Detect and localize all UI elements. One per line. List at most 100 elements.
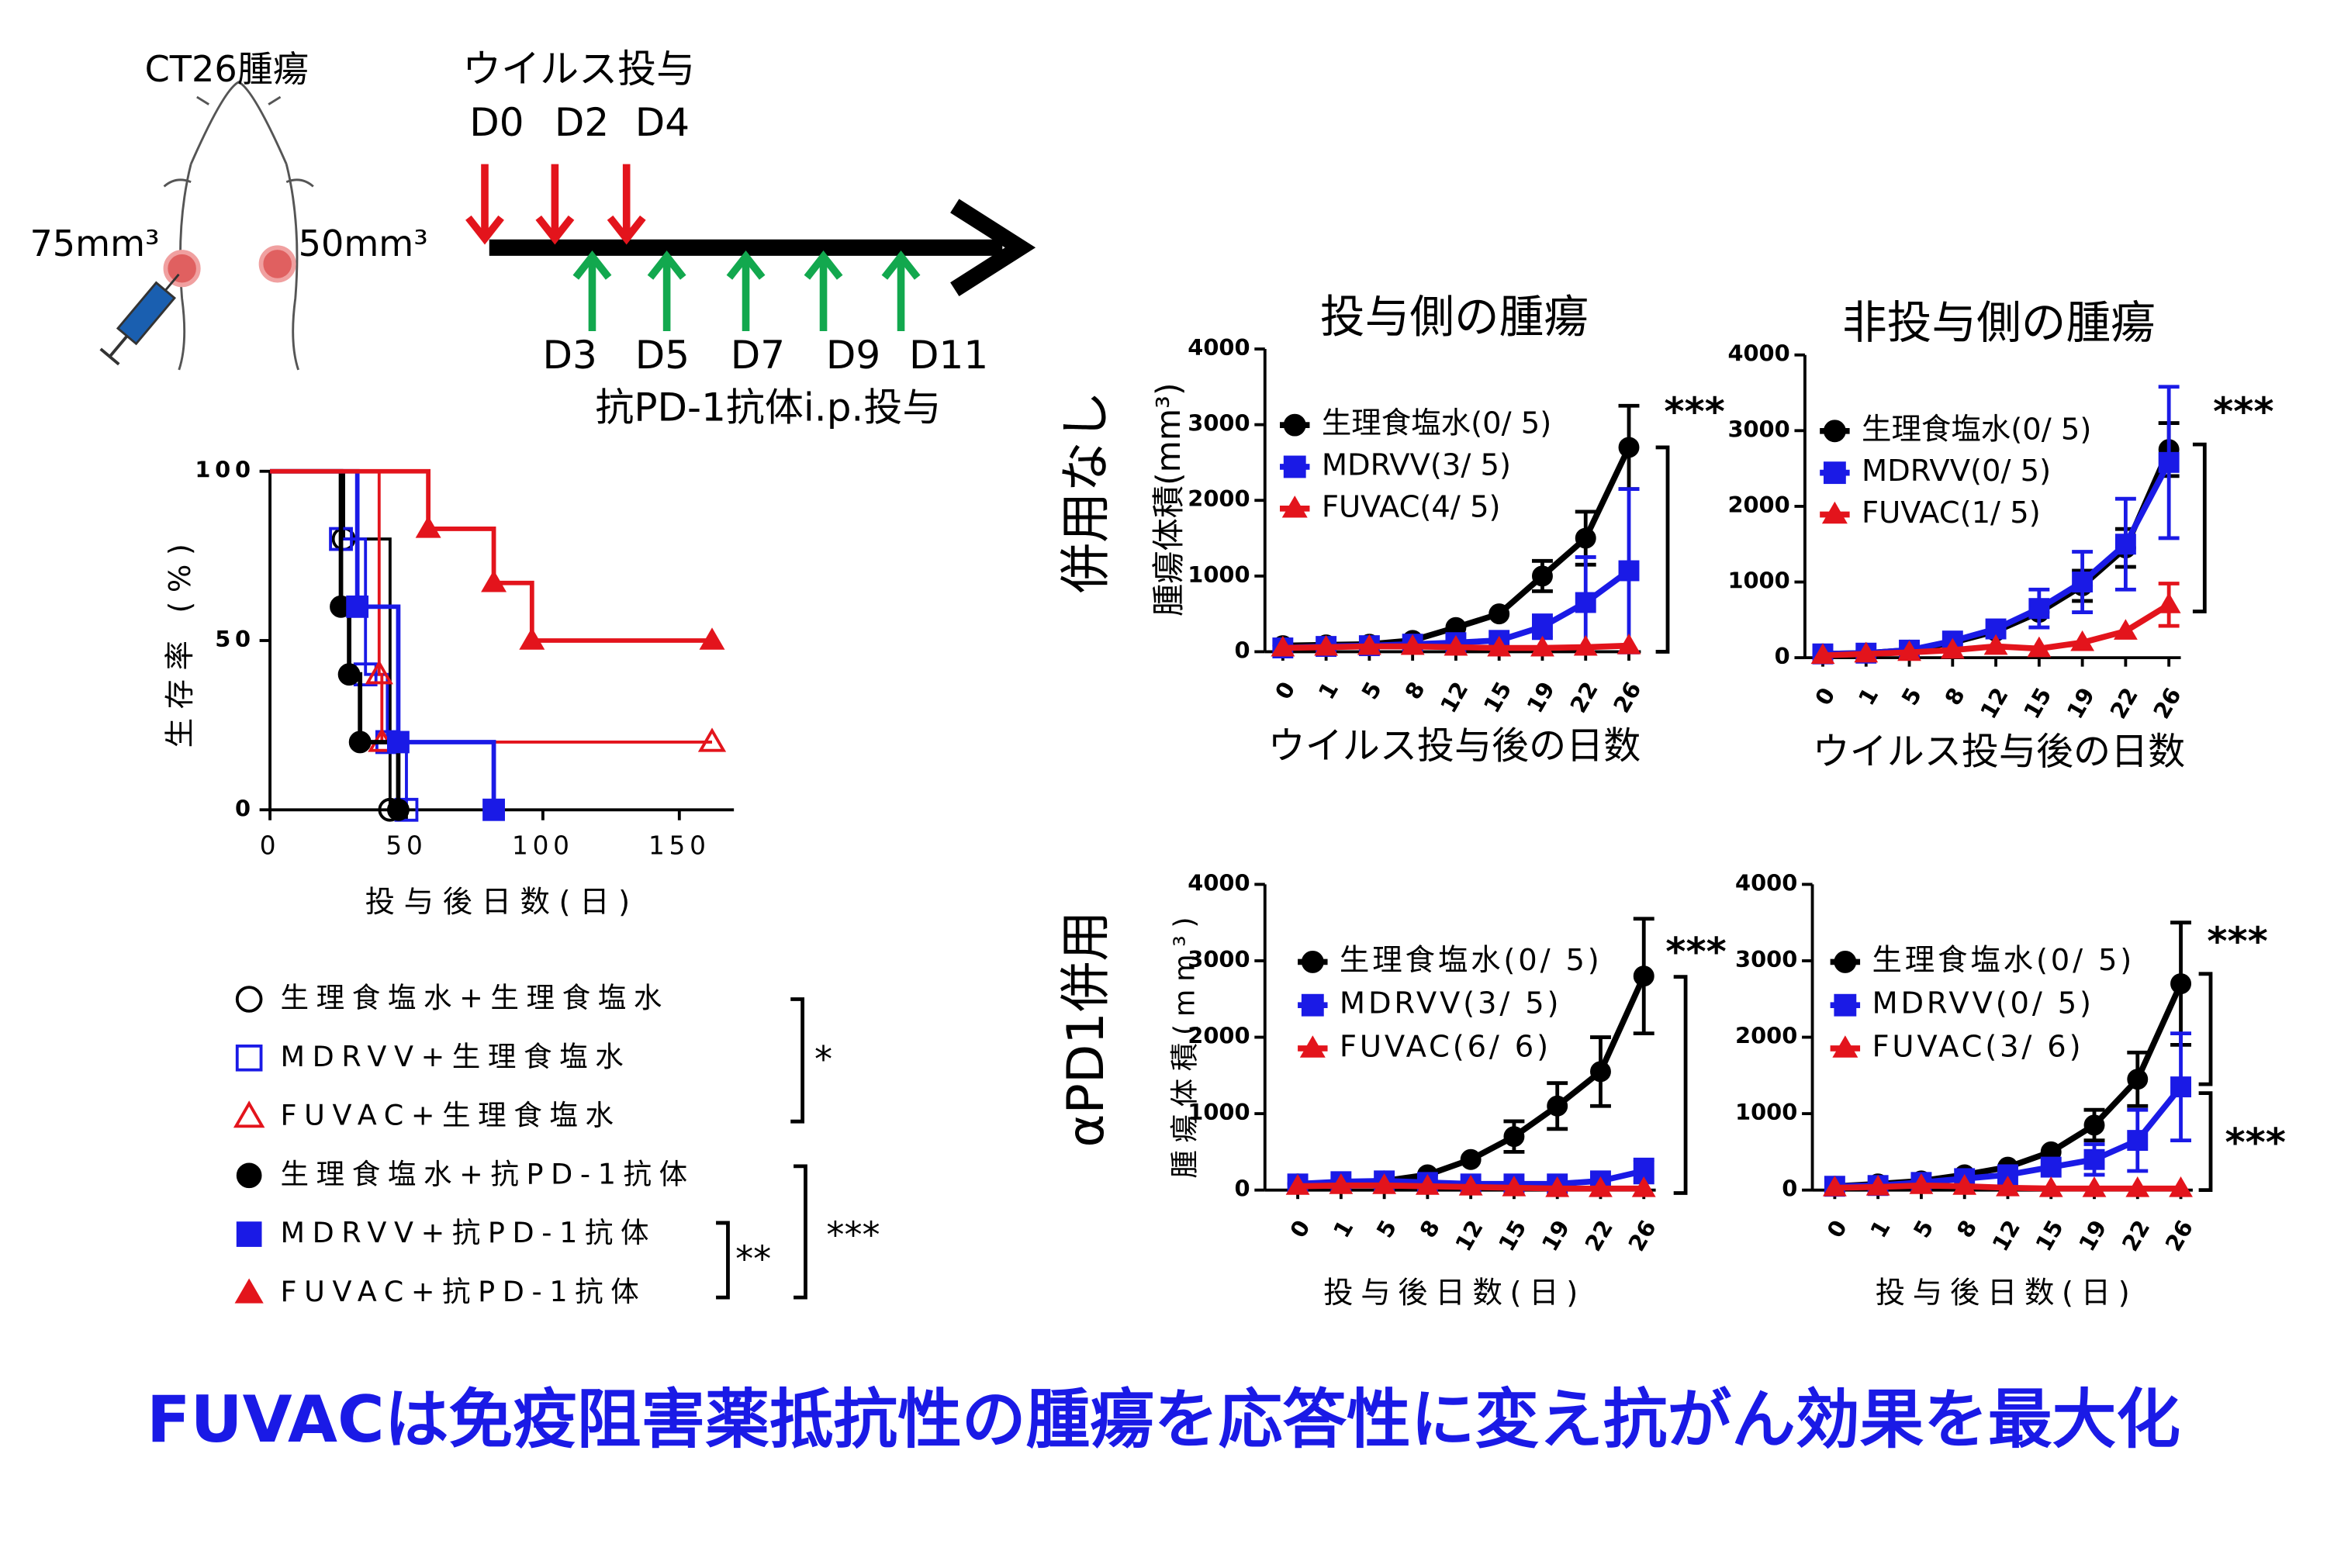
marker [1503, 1126, 1525, 1148]
marker [2072, 572, 2094, 592]
marker [1633, 965, 1654, 987]
marker [2040, 1156, 2062, 1178]
marker [697, 727, 727, 752]
marker [1285, 1174, 1310, 1195]
legend-label: 生理食塩水(0/ 5) [1340, 943, 1603, 978]
y-label: 腫瘍体積(mm³) [1150, 382, 1188, 616]
marker [337, 663, 361, 686]
x-tick-label: 19 [1537, 1215, 1575, 1255]
x-tick-label: 19 [2062, 683, 2101, 724]
y-tick-label: 4000 [1735, 869, 1797, 896]
marker [2114, 534, 2136, 555]
tumor-right [258, 245, 296, 283]
legend-label: 生理食塩水+抗PD-1抗体 [281, 1157, 695, 1190]
x-tick-label: 15 [1478, 677, 1517, 717]
x-tick-label: 15 [2018, 683, 2057, 724]
x-tick-label: 22 [1580, 1215, 1619, 1255]
legend-label: FUVAC(4/ 5) [1322, 489, 1501, 524]
marker [1357, 634, 1381, 655]
bracket [2192, 442, 2207, 613]
marker [1832, 1035, 1858, 1058]
x-tick-label: 19 [2073, 1215, 2112, 1255]
marker [1590, 1061, 1611, 1083]
x-tick-label: 0 [260, 831, 281, 860]
x-tick-label: 22 [2117, 1215, 2156, 1255]
significance: * [814, 1038, 832, 1080]
marker [1823, 461, 1846, 485]
x-tick-label: 5 [1897, 683, 1927, 710]
marker [2127, 1130, 2149, 1152]
bracket [2198, 1091, 2213, 1193]
antibody-arrow [881, 250, 921, 280]
legend-label: FUVAC(3/ 6) [1872, 1029, 2083, 1064]
x-tick-label: 26 [2160, 1215, 2199, 1255]
legend-label: MDRVV+生理食塩水 [281, 1040, 631, 1073]
marker [2125, 1176, 2150, 1197]
x-tick-label: 22 [1565, 677, 1603, 717]
row-label: αPD1併用 [1056, 910, 1115, 1147]
marker [348, 730, 372, 754]
y-tick-label: 3000 [1188, 410, 1250, 437]
tumor-left [163, 250, 201, 288]
x-tick-label: 100 [512, 831, 574, 860]
x-tick-label: 26 [2148, 683, 2187, 724]
marker [1329, 1173, 1354, 1194]
significance: *** [2207, 919, 2267, 964]
marker [1810, 643, 1835, 665]
marker [1823, 420, 1846, 443]
marker [1909, 1173, 1934, 1194]
mouse-drawing [163, 81, 314, 371]
marker [1301, 993, 1324, 1017]
x-tick-label: 0 [1810, 683, 1840, 710]
y-tick-label: 2000 [1188, 1023, 1250, 1049]
y-tick-label: 1000 [1735, 1099, 1797, 1125]
x-tick-label: 5 [1908, 1215, 1938, 1242]
virus-arrow [535, 215, 575, 245]
marker [1299, 1035, 1326, 1058]
marker [2082, 1176, 2107, 1197]
marker [1618, 437, 1640, 458]
marker [1834, 993, 1857, 1017]
marker [1589, 1176, 1613, 1197]
y-tick-label: 0 [235, 795, 255, 821]
x-tick-label: 1 [1865, 1215, 1895, 1242]
marker [481, 570, 507, 592]
marker [1372, 1173, 1397, 1194]
significance: *** [2213, 389, 2273, 434]
marker [1575, 527, 1596, 549]
virus-arrow [607, 215, 646, 245]
marker [1281, 496, 1308, 518]
x-tick-label: 22 [2104, 683, 2143, 724]
marker [2169, 1176, 2193, 1197]
marker [2027, 636, 2052, 658]
marker [1821, 501, 1848, 524]
marker [1996, 1176, 2020, 1197]
left-volume: 75mm³ [29, 223, 159, 264]
bracket [1655, 445, 1670, 654]
legend-label: 生理食塩水+生理食塩水 [281, 981, 670, 1014]
legend-label: MDRVV+抗PD-1抗体 [281, 1216, 657, 1249]
marker [236, 1221, 262, 1247]
legend-label: MDRVV(0/ 5) [1862, 454, 2051, 489]
y-tick-label: 3000 [1735, 946, 1797, 972]
marker [1314, 634, 1339, 656]
x-tick-label: 12 [1450, 1215, 1489, 1255]
y-tick-label: 0 [1782, 1176, 1797, 1202]
y-label: 腫瘍体積(mm³) [1167, 910, 1201, 1179]
y-tick-label: 2000 [1188, 485, 1250, 512]
marker [2127, 1069, 2149, 1090]
y-tick-label: 2000 [1735, 1023, 1797, 1049]
x-tick-label: 1 [1853, 683, 1883, 710]
x-tick-label: 15 [2030, 1215, 2069, 1255]
x-tick-label: 12 [1435, 677, 1474, 717]
x-label: 投与後日数(日) [365, 885, 639, 920]
survival-line [270, 469, 392, 810]
marker [2158, 451, 2180, 473]
y-tick-label: 0 [1775, 643, 1790, 669]
legend-label: MDRVV(3/ 5) [1322, 447, 1511, 482]
x-tick-label: 50 [386, 831, 427, 860]
x-tick-label: 19 [1522, 677, 1561, 717]
y-tick-label: 1000 [1188, 561, 1250, 588]
